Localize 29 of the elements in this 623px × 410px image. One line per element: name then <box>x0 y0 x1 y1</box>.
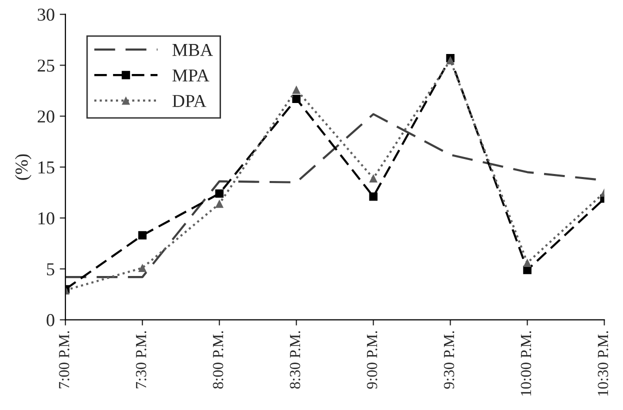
y-tick-label: 15 <box>38 161 54 174</box>
y-axis-title: (%) <box>15 154 32 180</box>
point <box>138 231 147 240</box>
x-tick-label: 10:30 P.M. <box>598 331 608 396</box>
point <box>215 200 224 208</box>
x-tick-label: 9:30 P.M. <box>444 331 454 389</box>
point <box>523 258 532 267</box>
y-tick-label: 0 <box>46 314 54 326</box>
point <box>446 56 455 64</box>
legend-label: MPA <box>172 69 210 82</box>
x-tick-label: 7:00 P.M. <box>58 331 70 388</box>
x-tick-label: 9:00 P.M. <box>366 331 378 389</box>
y-tick-label: 5 <box>47 263 54 276</box>
y-tick-label: 10 <box>38 212 54 224</box>
point <box>292 86 301 94</box>
point <box>215 189 224 198</box>
x-tick-label: 7:30 P.M. <box>136 331 146 388</box>
legend-label: MBA <box>172 44 213 56</box>
x-tick-label: 8:30 P.M. <box>290 331 300 389</box>
point <box>369 174 378 182</box>
point <box>292 94 301 104</box>
y-tick-label: 25 <box>38 60 54 72</box>
point <box>138 264 147 272</box>
x-tick-label: 10:00 P.M. <box>520 331 532 396</box>
y-tick-label: 30 <box>38 8 54 21</box>
x-tick-label: 8:00 P.M. <box>212 331 224 389</box>
point <box>369 192 378 201</box>
y-tick-label: 20 <box>38 110 54 123</box>
legend-label: DPA <box>172 94 206 107</box>
